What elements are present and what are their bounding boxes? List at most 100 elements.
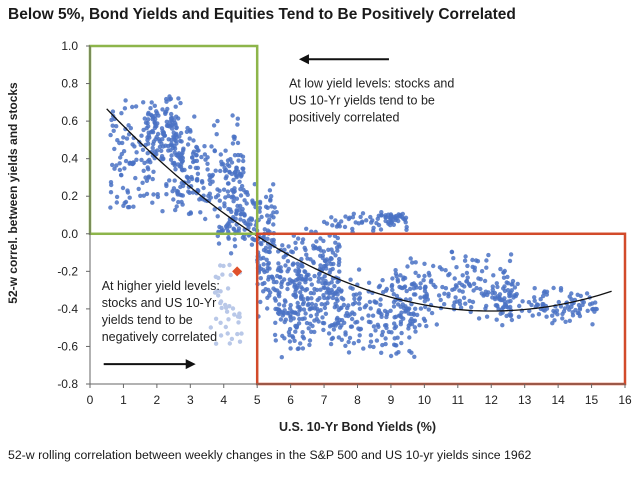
- x-tick-label: 0: [87, 393, 94, 407]
- data-point: [395, 277, 400, 282]
- data-point: [567, 318, 572, 323]
- data-point: [150, 176, 155, 182]
- data-point: [173, 104, 178, 109]
- data-point: [271, 210, 276, 215]
- data-point: [270, 274, 275, 280]
- data-point: [263, 287, 268, 292]
- data-point: [280, 243, 285, 248]
- data-point: [418, 281, 423, 286]
- data-point: [117, 167, 123, 173]
- data-point: [170, 115, 175, 121]
- data-point: [188, 129, 193, 134]
- data-point: [374, 338, 380, 343]
- data-point: [287, 326, 293, 332]
- data-point: [230, 141, 236, 146]
- data-point: [322, 274, 327, 279]
- data-point: [139, 133, 144, 138]
- data-point: [389, 214, 394, 220]
- data-point: [384, 323, 389, 328]
- data-point: [464, 279, 469, 284]
- data-point: [311, 291, 316, 296]
- data-point: [320, 315, 325, 320]
- data-point: [463, 301, 468, 306]
- data-point: [590, 322, 595, 327]
- data-point: [234, 211, 239, 217]
- data-point: [238, 193, 244, 198]
- data-point: [235, 169, 241, 174]
- data-point: [263, 249, 269, 254]
- data-point: [422, 261, 427, 266]
- data-point: [190, 155, 195, 160]
- data-point: [478, 286, 483, 292]
- data-point: [577, 305, 583, 311]
- data-point: [585, 308, 590, 313]
- data-point: [209, 174, 214, 179]
- data-point: [263, 245, 269, 250]
- data-point: [309, 282, 314, 287]
- data-point: [403, 304, 408, 309]
- data-point: [130, 142, 135, 147]
- data-point: [400, 285, 405, 291]
- data-point: [277, 302, 282, 307]
- data-point: [229, 160, 235, 165]
- data-point: [304, 320, 310, 326]
- data-point: [507, 294, 512, 299]
- data-point: [174, 114, 179, 119]
- data-point: [203, 216, 208, 222]
- data-point-faded: [224, 309, 230, 314]
- data-point: [313, 302, 318, 308]
- data-point: [377, 310, 382, 315]
- data-point: [508, 252, 514, 257]
- data-point: [404, 227, 409, 232]
- data-point: [389, 282, 395, 288]
- data-point: [119, 151, 125, 157]
- data-point: [122, 166, 127, 171]
- data-point: [259, 214, 264, 220]
- data-point: [403, 220, 408, 225]
- data-point: [556, 299, 561, 305]
- data-point: [243, 220, 248, 226]
- data-point: [147, 135, 152, 140]
- data-point: [143, 120, 149, 125]
- data-point: [468, 283, 473, 289]
- data-point: [300, 346, 306, 351]
- data-point: [497, 292, 503, 297]
- data-point: [532, 286, 537, 291]
- data-point: [184, 129, 190, 134]
- data-point: [375, 216, 380, 221]
- data-point: [336, 307, 341, 313]
- data-point: [216, 241, 222, 246]
- data-point: [501, 275, 507, 280]
- data-point: [418, 285, 423, 291]
- data-point: [121, 135, 126, 140]
- data-point: [119, 173, 124, 178]
- data-point: [335, 321, 340, 326]
- data-point: [470, 299, 476, 305]
- data-point: [281, 303, 287, 308]
- data-point: [470, 264, 475, 270]
- data-point: [332, 305, 337, 310]
- data-point: [334, 224, 340, 229]
- data-point: [451, 256, 456, 261]
- scatter-chart: 0 1 2 3 4 5 6 7 8 9 10 11 12 13 14 15 161.00.80.60.40.20…: [6, 39, 632, 434]
- data-point: [494, 281, 499, 286]
- data-point: [406, 307, 411, 312]
- data-point: [349, 324, 355, 329]
- data-point: [348, 285, 353, 290]
- data-point: [266, 274, 271, 280]
- data-point: [157, 144, 163, 150]
- data-point: [331, 327, 337, 332]
- data-point: [492, 290, 498, 296]
- data-point: [273, 320, 278, 325]
- data-point: [265, 262, 271, 267]
- trend-layer: [106, 108, 612, 312]
- data-point: [235, 140, 241, 146]
- data-point: [260, 281, 265, 287]
- data-point: [120, 140, 125, 146]
- data-point: [222, 165, 227, 170]
- data-point: [383, 215, 388, 220]
- data-point: [248, 222, 253, 227]
- data-point: [386, 212, 391, 217]
- data-point: [316, 275, 322, 281]
- data-point: [223, 148, 228, 153]
